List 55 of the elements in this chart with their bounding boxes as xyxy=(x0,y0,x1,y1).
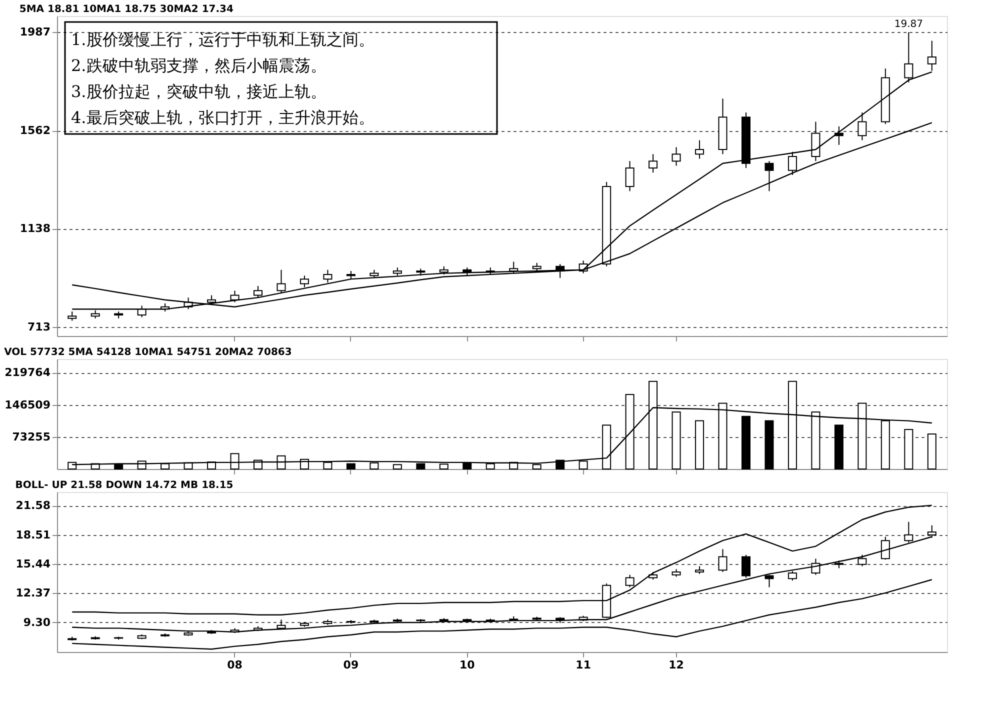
bar xyxy=(927,433,936,470)
annotation: 2.跌破中轨弱支撑，然后小幅震荡。 xyxy=(71,56,326,75)
candlestick xyxy=(672,146,681,166)
annotation: 19.87 xyxy=(894,19,923,30)
candlestick xyxy=(323,269,332,284)
x-tick-label: 09 xyxy=(343,658,359,672)
y-tick-label: 1138 xyxy=(20,222,50,236)
candlestick xyxy=(858,554,867,567)
candlestick xyxy=(695,140,704,160)
candlestick xyxy=(300,275,309,288)
candlestick xyxy=(254,286,263,298)
chart-title: BOLL- UP 21.58 DOWN 14.72 MB 18.15 xyxy=(15,480,234,491)
y-tick-label: 713 xyxy=(28,320,50,334)
candlestick xyxy=(509,261,518,274)
y-tick-label: 21.58 xyxy=(16,499,50,512)
y-tick-label: 18.51 xyxy=(16,528,50,542)
y-tick-label: 1987 xyxy=(20,26,50,39)
bar xyxy=(764,420,774,470)
candlestick xyxy=(625,574,634,588)
y-tick-label: 146509 xyxy=(4,398,50,412)
candlestick xyxy=(764,574,774,588)
annotation: 3.股价拉起，突破中轨，接近上轨。 xyxy=(71,82,326,101)
bar xyxy=(392,464,402,470)
candlestick xyxy=(718,548,728,572)
candlestick xyxy=(741,554,750,578)
x-tick-label: 10 xyxy=(459,658,476,672)
x-tick-label: 08 xyxy=(227,658,242,672)
bar xyxy=(741,416,750,470)
chart-title: 5MA 18.81 10MA1 18.75 30MA2 17.34 xyxy=(19,4,234,15)
candlestick xyxy=(625,160,634,192)
y-tick-label: 12.37 xyxy=(16,586,50,600)
y-tick-label: 15.44 xyxy=(16,558,51,570)
candlestick xyxy=(532,262,542,273)
y-tick-label: 1562 xyxy=(20,124,50,138)
bar xyxy=(834,424,844,470)
line-series xyxy=(72,504,932,616)
line-series xyxy=(72,579,932,650)
candlestick xyxy=(276,619,286,630)
candlestick xyxy=(858,112,867,141)
chart-title: VOL 57732 5MA 54128 10MA1 54751 20MA2 70863 xyxy=(4,347,292,358)
annotation: 4.最后突破上轨，张口打开，主升浪开始。 xyxy=(71,108,374,127)
candlestick xyxy=(764,160,774,192)
y-tick-label: 9.30 xyxy=(23,616,51,629)
y-tick-label: 73255 xyxy=(12,430,50,444)
x-tick-label: 11 xyxy=(576,658,591,672)
candlestick xyxy=(648,154,658,174)
candlestick xyxy=(788,570,797,582)
candlestick xyxy=(788,151,797,176)
x-tick-label: 12 xyxy=(668,658,684,672)
annotation: 1.股价缓慢上行，运行于中轨和上轨之间。 xyxy=(71,30,374,49)
bar xyxy=(672,412,681,470)
bar xyxy=(904,429,914,470)
bar xyxy=(695,420,704,470)
candlestick xyxy=(276,269,286,294)
y-tick-label: 219764 xyxy=(4,366,51,380)
